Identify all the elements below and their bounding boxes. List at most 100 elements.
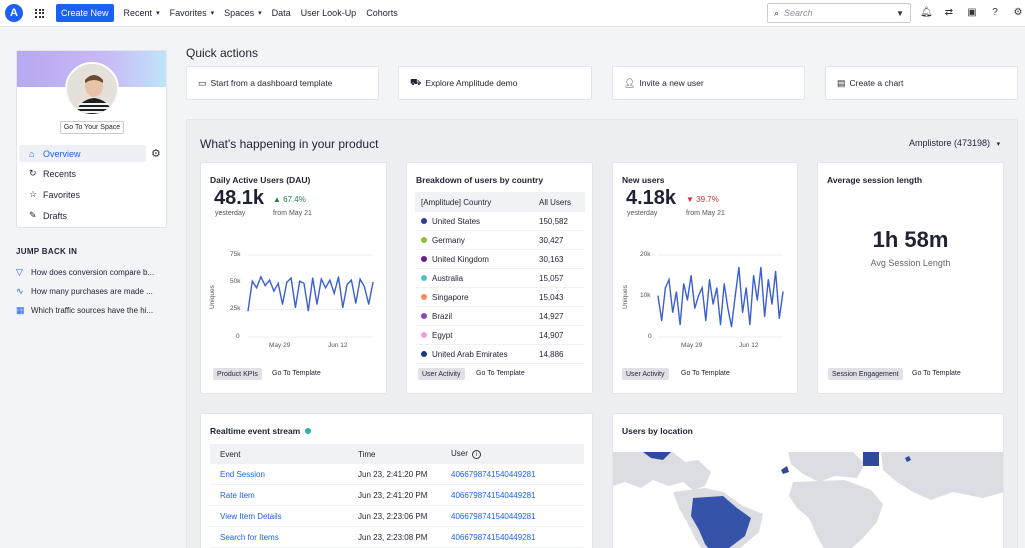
jump-back-item[interactable]: ▦ Which traffic sources have the hi... (16, 305, 154, 315)
data-point (277, 282, 279, 285)
column-header-event: Event (220, 449, 241, 459)
quick-action-create-chart[interactable]: ▤ Create a chart (825, 66, 1018, 100)
legend-dot (421, 332, 427, 338)
amplitude-logo[interactable]: A (5, 4, 23, 22)
legend-dot (421, 256, 427, 262)
nav-cohorts[interactable]: Cohorts (366, 8, 398, 18)
table-row[interactable]: Egypt 14,907 (415, 326, 585, 345)
event-link[interactable]: End Session (220, 469, 265, 479)
search-input[interactable]: ⌕ Search ▼ (767, 3, 911, 23)
users-by-location-card[interactable]: Users by location (612, 413, 1004, 548)
table-row[interactable]: Rate Item Jun 23, 2:41:20 PM 4066798741540… (210, 485, 584, 506)
quick-action-explore-demo[interactable]: ⛟ Explore Amplitude demo (398, 66, 592, 100)
info-icon[interactable]: i (471, 450, 481, 459)
table-row[interactable]: Brazil 14,927 (415, 307, 585, 326)
column-header-users[interactable]: All Users (539, 197, 572, 207)
data-point (363, 286, 365, 288)
table-icon: ▦ (16, 305, 25, 315)
gear-icon[interactable]: ⚙ (1013, 7, 1023, 18)
data-point (741, 311, 744, 313)
sidebar-item-overview[interactable]: ⌂ Overview (19, 145, 146, 162)
event-link[interactable]: View Item Details (220, 511, 282, 521)
table-row[interactable]: United Kingdom 30,163 (415, 250, 585, 269)
user-id-link[interactable]: 4066798741540449281 (451, 490, 536, 500)
nav-spaces[interactable]: Spaces ▾ (224, 8, 262, 18)
series-line (657, 267, 784, 327)
sidebar-item-recents[interactable]: ↻ Recents (29, 168, 77, 179)
jump-back-item[interactable]: ∿ How many purchases are made ... (16, 286, 153, 296)
go-to-template-link[interactable]: Go To Template (681, 370, 730, 377)
world-map[interactable] (613, 452, 1004, 548)
data-point (697, 295, 700, 297)
apps-box-icon[interactable]: ▣ (967, 7, 977, 18)
new-users-card[interactable]: New users 4.18k ▼ 39.7% yesterday from M… (612, 162, 798, 394)
time-cell: Jun 23, 2:23:08 PM (358, 532, 428, 542)
data-point (664, 287, 666, 289)
data-point (767, 279, 769, 281)
time-cell: Jun 23, 2:41:20 PM (358, 469, 428, 479)
chevron-down-icon: ▾ (156, 10, 160, 17)
sync-icon[interactable]: ⇄ (944, 7, 954, 18)
table-row[interactable]: End Session Jun 23, 2:41:20 PM 40667987415… (210, 464, 584, 485)
data-point (683, 283, 685, 285)
data-point (342, 306, 344, 309)
dau-card[interactable]: Daily Active Users (DAU) 48.1k ▲ 67.4% y… (200, 162, 387, 394)
nav-user-lookup[interactable]: User Look-Up (300, 8, 357, 18)
data-point (672, 311, 674, 313)
data-point (675, 291, 677, 293)
table-row[interactable]: Australia 15,057 (415, 269, 585, 288)
table-row[interactable]: United Arab Emirates 14,886 (415, 345, 585, 364)
session-engagement-tag[interactable]: Session Engagement (828, 368, 903, 380)
table-header: Event Time User i (210, 444, 584, 464)
event-link[interactable]: Search for Items (220, 532, 279, 542)
user-id-link[interactable]: 4066798741540449281 (451, 532, 536, 542)
go-to-template-link[interactable]: Go To Template (476, 370, 525, 377)
user-activity-tag[interactable]: User Activity (418, 368, 465, 380)
data-point (701, 287, 703, 289)
users-cell: 14,907 (539, 330, 564, 340)
user-activity-tag[interactable]: User Activity (622, 368, 669, 380)
realtime-event-stream-card[interactable]: Realtime event stream Event Time User i E… (200, 413, 593, 548)
apps-grid-icon[interactable] (35, 8, 44, 18)
help-icon[interactable]: ? (992, 7, 998, 18)
go-to-template-link[interactable]: Go To Template (912, 370, 961, 377)
data-point (264, 285, 266, 287)
sidebar-item-drafts[interactable]: ✎ Drafts (29, 210, 68, 221)
sidebar-item-favorites[interactable]: ☆ Favorites (29, 189, 81, 200)
x-tick-label: May 29 (681, 342, 703, 349)
table-row[interactable]: Search for Items Jun 23, 2:23:08 PM 406679… (210, 527, 584, 548)
nav-favorites[interactable]: Favorites ▾ (169, 8, 215, 18)
country-breakdown-card[interactable]: Breakdown of users by country [Amplitude… (406, 162, 593, 394)
gear-icon[interactable]: ⚙ (151, 148, 161, 160)
table-row[interactable]: Singapore 15,043 (415, 288, 585, 307)
table-row[interactable]: View Item Details Jun 23, 2:23:06 PM 40667… (210, 506, 584, 527)
nav-data[interactable]: Data (271, 8, 291, 18)
project-selector[interactable]: Amplistore (473198) ▾ (909, 138, 1001, 148)
product-kpis-tag[interactable]: Product KPIs (213, 368, 262, 380)
chart-icon: ▤ (837, 77, 846, 88)
table-row[interactable]: Germany 30,427 (415, 231, 585, 250)
country-cell: Egypt (415, 331, 533, 340)
column-header-country[interactable]: [Amplitude] Country (421, 197, 492, 207)
event-link[interactable]: Rate Item (220, 490, 255, 500)
nav-recent[interactable]: Recent ▾ (123, 8, 160, 18)
avatar[interactable] (65, 62, 119, 116)
go-to-your-space-button[interactable]: Go To Your Space (60, 121, 124, 134)
create-new-button[interactable]: Create New (56, 4, 114, 22)
go-to-template-link[interactable]: Go To Template (272, 370, 321, 377)
quick-action-invite-user[interactable]: 👤︎ Invite a new user (612, 66, 805, 100)
bell-icon[interactable]: 🔔︎ (920, 7, 933, 18)
quick-action-dashboard-template[interactable]: ▭ Start from a dashboard template (186, 66, 379, 100)
filter-icon[interactable]: ▼ (896, 8, 904, 18)
jump-back-item[interactable]: ▽ How does conversion compare b... (16, 267, 155, 277)
legend-dot (421, 351, 427, 357)
user-id-link[interactable]: 4066798741540449281 (451, 511, 536, 521)
table-header: [Amplitude] Country All Users (415, 192, 585, 212)
data-point (730, 326, 733, 328)
data-point (661, 320, 663, 322)
session-length-card[interactable]: Average session length 1h 58m Avg Sessio… (817, 162, 1004, 394)
table-row[interactable]: United States 150,582 (415, 212, 585, 231)
data-point (312, 277, 314, 279)
user-id-link[interactable]: 4066798741540449281 (451, 469, 536, 479)
chevron-down-icon: ▾ (210, 10, 215, 17)
